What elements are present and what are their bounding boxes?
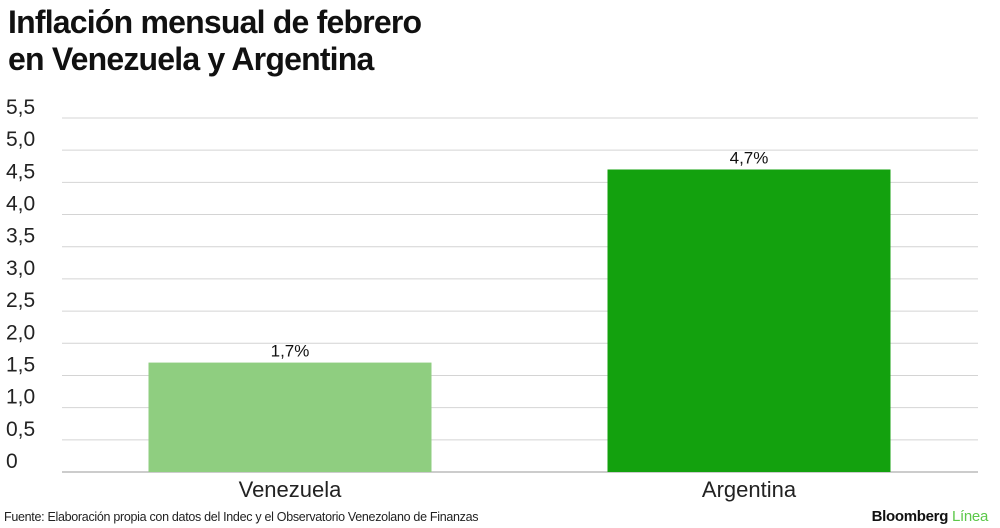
category-label-venezuela: Venezuela [239, 477, 343, 502]
y-tick-label: 0,5 [6, 418, 35, 441]
brand-sub: Línea [951, 508, 988, 525]
chart-title-line-2: en Venezuela y Argentina [8, 41, 374, 77]
y-tick-label: 1,0 [6, 386, 35, 409]
y-tick-label: 4,5 [6, 160, 35, 183]
chart-title: Inflación mensual de febrero en Venezuel… [8, 4, 628, 78]
category-label-argentina: Argentina [702, 477, 797, 502]
y-tick-label: 2,0 [6, 321, 35, 344]
y-tick-label: 1,5 [6, 353, 35, 376]
bar-venezuela [148, 362, 432, 472]
brand-logo: Bloomberg Línea [871, 508, 989, 525]
brand-name: Bloomberg [871, 508, 949, 525]
y-tick-label: 3,0 [6, 257, 35, 280]
y-tick-label: 5,0 [6, 128, 35, 151]
y-tick-label: 3,5 [6, 225, 35, 248]
bars [148, 169, 891, 472]
source-note: Fuente: Elaboración propia con datos del… [4, 510, 479, 524]
data-label-venezuela: 1,7% [271, 342, 310, 361]
chart-title-line-1: Inflación mensual de febrero [8, 4, 422, 40]
y-tick-label: 2,5 [6, 289, 35, 312]
bar-argentina [607, 169, 891, 472]
data-labels: 1,7% 4,7% [271, 148, 769, 360]
y-tick-label: 5,5 [6, 96, 35, 119]
x-axis-category-labels: Venezuela Argentina [239, 477, 797, 502]
y-tick-label: 0 [6, 450, 18, 473]
y-tick-label: 4,0 [6, 193, 35, 216]
data-label-argentina: 4,7% [730, 148, 769, 167]
y-axis-tick-labels: 0 0,5 1,0 1,5 2,0 2,5 3,0 3,5 4,0 4,5 5,0 5,5 [6, 96, 35, 473]
